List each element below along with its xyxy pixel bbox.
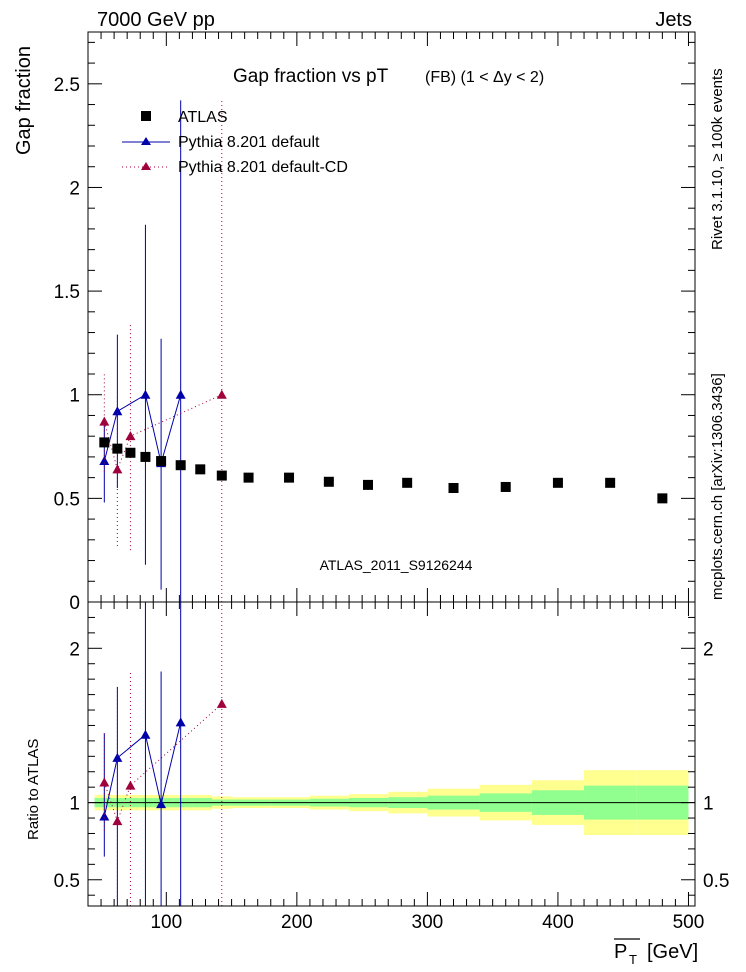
main-ytick-label: 2.5	[54, 75, 80, 96]
main-atlas-point	[657, 493, 668, 504]
main-atlas-point	[552, 477, 563, 488]
x-axis-title: P T [GeV]	[614, 938, 698, 967]
main-atlas-point	[402, 477, 413, 488]
ratio-pythia-cd-point	[125, 780, 136, 790]
ratio-ytick-label-right: 2	[703, 639, 714, 660]
legend-atlas-label: ATLAS	[178, 109, 228, 126]
main-pythia-cd-point	[112, 464, 123, 474]
main-ytick-label: 1.5	[54, 282, 80, 303]
ratio-pythia-point	[175, 717, 186, 727]
pt-subscript: T	[629, 952, 637, 967]
main-title: Gap fraction vs pT	[233, 66, 389, 87]
ratio-pythia-cd-point	[216, 698, 227, 708]
ratio-xtick-label: 400	[542, 912, 574, 933]
gev-label: [GeV]	[647, 941, 698, 963]
legend-pythia-marker	[141, 137, 151, 145]
ratio-xtick-label: 100	[150, 912, 182, 933]
main-pythia-cd-point	[125, 431, 136, 441]
main-atlas-point	[363, 479, 374, 490]
main-pythia-cd-line	[103, 394, 223, 471]
main-atlas-point	[140, 451, 151, 462]
process-label: Jets	[655, 9, 692, 31]
main-pythia-cd-point	[99, 416, 110, 426]
legend-atlas-marker	[141, 111, 151, 121]
rivet-label: Rivet 3.1.10, ≥ 100k events	[709, 68, 726, 250]
main-ytick-label: 2	[69, 178, 80, 199]
ratio-ylabel: Ratio to ATLAS	[25, 739, 42, 840]
ratio-ytick-label: 0.5	[54, 871, 80, 892]
main-watermark: ATLAS_2011_S9126244	[320, 557, 473, 573]
ratio-ytick-label-right: 1	[703, 794, 714, 815]
energy-label: 7000 GeV pp	[97, 9, 215, 31]
legend-pythiacd-marker	[141, 162, 151, 170]
legend: ATLAS Pythia 8.201 default Pythia 8.201 …	[122, 109, 348, 176]
ratio-pythia-point	[99, 811, 110, 821]
main-atlas-point	[284, 472, 295, 483]
main-ytick-label: 1	[69, 386, 80, 407]
legend-pythiacd-label: Pythia 8.201 default-CD	[178, 159, 348, 176]
ratio-ytick-label: 2	[69, 639, 80, 660]
ratio-pythia-cd-line	[103, 703, 223, 823]
main-atlas-point	[243, 472, 254, 483]
legend-pythia-label: Pythia 8.201 default	[178, 134, 320, 151]
ratio-pythia-cd-point	[99, 777, 110, 787]
main-atlas-point	[605, 477, 616, 488]
main-panel: Gap fraction vs pT (FB) (1 < Δy < 2) Gap…	[13, 31, 696, 614]
main-pythia-cd-point	[216, 389, 227, 399]
main-pythia-point	[140, 389, 151, 399]
main-pythia-point	[175, 389, 186, 399]
main-ytick-label: 0.5	[54, 489, 80, 510]
main-atlas-point	[125, 447, 136, 458]
main-atlas-point	[500, 481, 511, 492]
pt-label: P	[614, 941, 627, 963]
main-ytick-label: 0	[69, 593, 80, 614]
mcplots-label: mcplots.cern.ch [arXiv:1306.3436]	[709, 373, 726, 600]
ratio-ytick-label-right: 0.5	[703, 871, 729, 892]
main-atlas-point	[448, 483, 459, 493]
main-atlas-point	[216, 470, 227, 481]
ratio-panel: Ratio to ATLAS 0.5 0.5 1 1 2 2 100 200 300 400 500…	[25, 601, 729, 967]
main-ylabel: Gap fraction	[13, 46, 35, 155]
main-subtitle: (FB) (1 < Δy < 2)	[425, 69, 544, 86]
main-atlas-point	[195, 464, 206, 475]
ratio-xtick-label: 300	[412, 912, 444, 933]
ratio-pythia-point	[140, 729, 151, 739]
ratio-xtick-label: 500	[673, 912, 705, 933]
main-atlas-point	[323, 476, 334, 487]
main-atlas-point	[175, 460, 186, 471]
main-atlas-point	[112, 443, 123, 454]
ratio-xtick-label: 200	[281, 912, 313, 933]
main-pythia-point	[99, 456, 110, 466]
ratio-pythia-point	[112, 752, 123, 762]
ratio-ytick-label: 1	[69, 794, 80, 815]
main-atlas-point	[156, 456, 167, 467]
ratio-pythia-cd-point	[112, 816, 123, 826]
main-pythia-point	[112, 406, 123, 416]
ratio-frame	[87, 601, 696, 907]
ratio-pythia-point	[156, 799, 167, 809]
main-atlas-point	[99, 437, 110, 448]
